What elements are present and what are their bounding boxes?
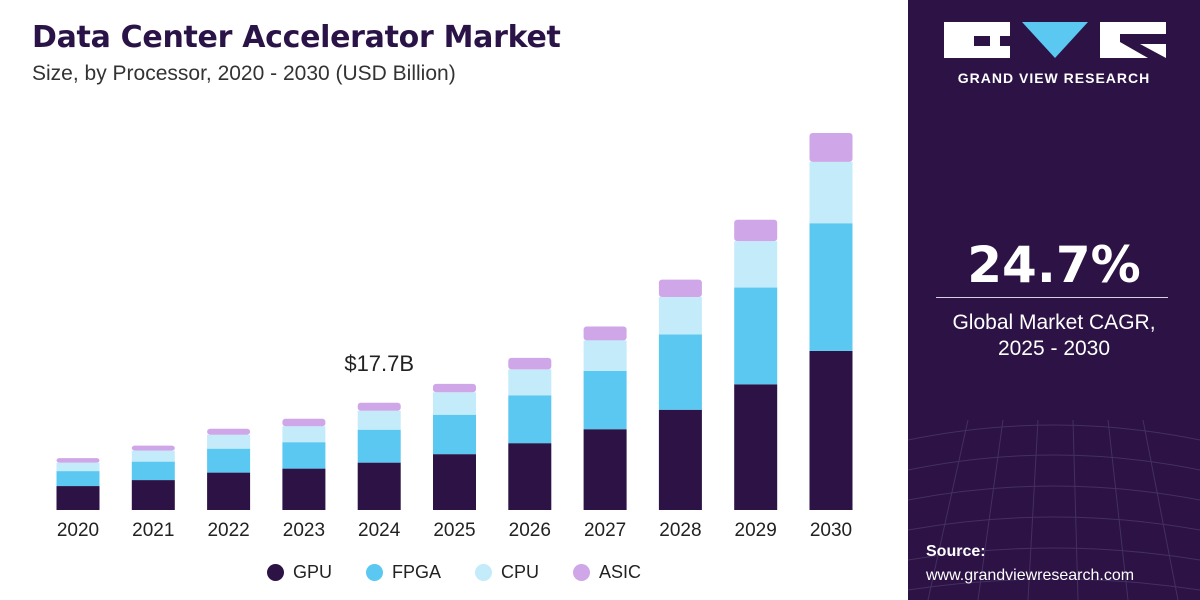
cagr-divider: [936, 297, 1168, 298]
bar-stack-2024: [357, 402, 401, 510]
grid-background-graphic: [908, 419, 1200, 600]
bar-asic-2025: [433, 383, 476, 393]
bar-cpu-2020: [56, 462, 100, 472]
bar-asic-2030: [809, 132, 853, 162]
bar-fpga-2022: [207, 448, 251, 473]
bar-stack-2021: [131, 445, 175, 510]
bar-asic-2023: [282, 418, 326, 427]
bar-asic-2026: [508, 357, 552, 370]
cagr-label-line1: Global Market CAGR,: [952, 311, 1156, 334]
bar-stack-2030: [809, 132, 853, 510]
x-tick-label-2028: 2028: [659, 520, 701, 541]
chart-area: Data Center Accelerator Market Size, by …: [0, 20, 908, 583]
x-tick-label-2030: 2030: [810, 520, 852, 541]
x-tick-label-2029: 2029: [735, 520, 777, 541]
bar-stack-2022: [207, 428, 251, 510]
bar-fpga-2020: [56, 471, 100, 487]
chart-title: Data Center Accelerator Market: [32, 20, 561, 55]
bar-gpu-2027: [583, 429, 627, 510]
bar-asic-2020: [56, 458, 100, 463]
legend-item-asic: ASIC: [573, 562, 641, 583]
stacked-bar-chart: 2020 2021 2022 2023 2024 2025 2026 2027 2028 2029…: [56, 132, 853, 541]
x-tick-label-2024: 2024: [358, 520, 401, 541]
x-tick-label-2025: 2025: [433, 520, 475, 541]
x-tick-label-2027: 2027: [584, 520, 626, 541]
bar-cpu-2023: [282, 426, 326, 443]
bar-gpu-2022: [207, 472, 251, 510]
legend-swatch-gpu: [266, 564, 284, 581]
bar-cpu-2024: [357, 410, 401, 430]
x-tick-label-2022: 2022: [207, 520, 249, 541]
x-tick-label-2021: 2021: [132, 520, 174, 541]
bar-fpga-2030: [809, 223, 853, 351]
bar-fpga-2025: [433, 414, 476, 455]
legend-label-cpu: CPU: [501, 562, 540, 582]
bar-gpu-2030: [809, 350, 853, 510]
legend-item-gpu: GPU: [266, 562, 332, 583]
brand-name: GRAND VIEW RESEARCH: [957, 70, 1151, 86]
legend-item-cpu: CPU: [475, 562, 539, 583]
legend-label-fpga: FPGA: [391, 562, 441, 582]
bar-asic-2021: [131, 445, 175, 451]
bar-cpu-2026: [508, 369, 552, 396]
bar-asic-2027: [583, 326, 627, 341]
cagr-value: 24.7%: [967, 236, 1141, 294]
bar-asic-2022: [207, 428, 251, 435]
bar-gpu-2024: [357, 462, 401, 510]
bar-gpu-2028: [658, 409, 702, 510]
source-label: Source:: [926, 543, 986, 560]
bar-stack-2026: [508, 357, 552, 510]
bar-fpga-2028: [658, 334, 702, 410]
bar-asic-2029: [734, 219, 778, 242]
grand-view-research-logo: [944, 22, 1166, 58]
bar-fpga-2027: [583, 370, 627, 430]
x-tick-label-2026: 2026: [509, 520, 551, 541]
bar-cpu-2021: [131, 450, 175, 462]
bar-fpga-2024: [357, 429, 401, 463]
bar-cpu-2030: [809, 161, 853, 224]
bar-fpga-2029: [734, 287, 778, 385]
bar-stack-2025: [433, 383, 476, 510]
bar-gpu-2025: [433, 454, 476, 510]
cagr-label: Global Market CAGR, 2025 - 2030: [908, 310, 1200, 362]
annotation-2024: $17.7B: [344, 351, 414, 376]
side-panel: GRAND VIEW RESEARCH 24.7% Global Market …: [908, 0, 1200, 600]
bar-asic-2024: [357, 402, 401, 411]
bar-fpga-2021: [131, 461, 175, 481]
x-tick-label-2020: 2020: [57, 520, 99, 541]
bar-stack-2027: [583, 326, 627, 510]
bar-gpu-2023: [282, 468, 326, 510]
bar-cpu-2027: [583, 340, 627, 371]
bar-asic-2028: [658, 279, 702, 298]
bar-cpu-2028: [658, 297, 702, 335]
legend-label-gpu: GPU: [292, 562, 332, 582]
legend-swatch-asic: [573, 564, 591, 581]
legend-label-asic: ASIC: [599, 562, 642, 582]
bar-stack-2029: [734, 219, 778, 510]
bar-gpu-2029: [734, 384, 778, 510]
source-url[interactable]: www.grandviewresearch.com: [926, 567, 1135, 584]
bar-stack-2028: [658, 279, 702, 510]
bar-stack-2023: [282, 418, 326, 510]
legend-swatch-cpu: [475, 564, 492, 581]
bar-fpga-2026: [508, 395, 552, 444]
bar-cpu-2025: [433, 392, 476, 415]
legend-item-fpga: FPGA: [365, 562, 441, 583]
bar-gpu-2026: [508, 443, 552, 510]
cagr-label-line2: 2025 - 2030: [997, 337, 1111, 360]
bar-gpu-2020: [56, 486, 100, 510]
bar-cpu-2029: [734, 241, 778, 288]
legend-swatch-fpga: [365, 564, 383, 581]
chart-subtitle: Size, by Processor, 2020 - 2030 (USD Bil…: [32, 62, 456, 85]
bar-stack-2020: [56, 458, 100, 510]
bar-gpu-2021: [131, 480, 175, 510]
x-tick-label-2023: 2023: [283, 520, 325, 541]
bar-cpu-2022: [207, 434, 251, 449]
bar-fpga-2023: [282, 442, 326, 469]
chart-legend: GPU FPGA CPU ASIC: [0, 562, 908, 583]
